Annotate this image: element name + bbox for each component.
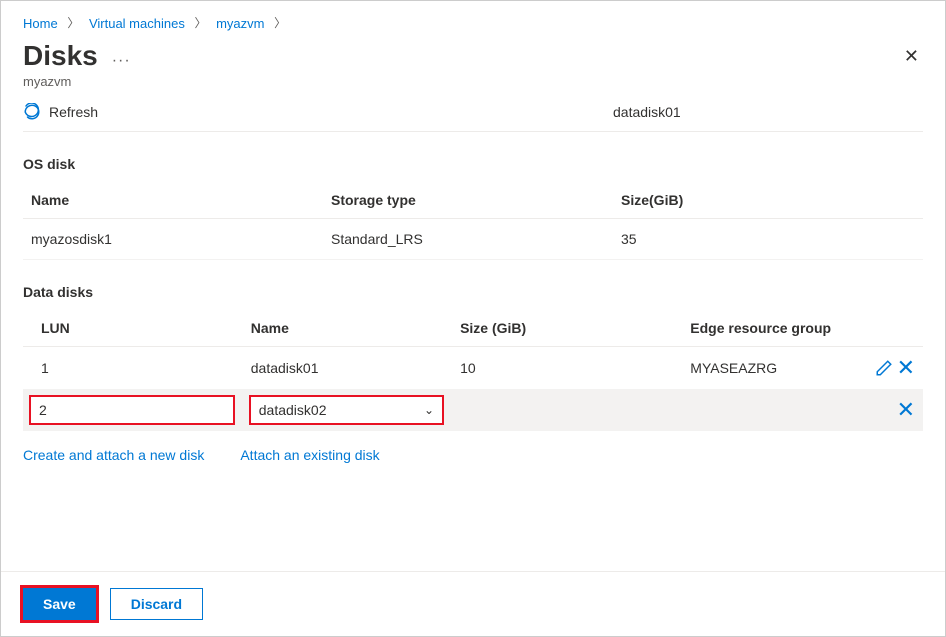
breadcrumb-vm-name[interactable]: myazvm bbox=[216, 16, 264, 31]
chevron-right-icon: 〉 bbox=[194, 14, 206, 31]
os-disk-storage-type: Standard_LRS bbox=[323, 219, 613, 260]
chevron-down-icon: ⌄ bbox=[424, 403, 434, 417]
data-disk-size: 10 bbox=[452, 347, 682, 390]
chevron-right-icon: 〉 bbox=[67, 14, 79, 31]
data-disk-size-new bbox=[452, 389, 682, 431]
col-size: Size(GiB) bbox=[613, 182, 923, 219]
col-storage-type: Storage type bbox=[323, 182, 613, 219]
refresh-label: Refresh bbox=[49, 104, 98, 120]
col-name: Name bbox=[23, 182, 323, 219]
data-disk-row-new[interactable]: 2 datadisk02 ⌄ ✕ bbox=[23, 389, 923, 431]
col-erg: Edge resource group bbox=[682, 310, 849, 347]
data-disks-table: LUN Name Size (GiB) Edge resource group … bbox=[23, 310, 923, 431]
context-disk-label: datadisk01 bbox=[613, 104, 681, 120]
data-disk-erg: MYASEAZRG bbox=[682, 347, 849, 390]
page-subtitle: myazvm bbox=[23, 74, 923, 89]
os-disk-table: Name Storage type Size(GiB) myazosdisk1 … bbox=[23, 182, 923, 260]
breadcrumb-vms[interactable]: Virtual machines bbox=[89, 16, 185, 31]
save-button[interactable]: Save bbox=[23, 588, 96, 620]
os-disk-name: myazosdisk1 bbox=[23, 219, 323, 260]
data-disk-erg-new bbox=[682, 389, 849, 431]
edit-icon[interactable] bbox=[875, 359, 893, 377]
more-actions-icon[interactable]: ··· bbox=[112, 52, 131, 70]
disk-name-dropdown[interactable]: datadisk02 ⌄ bbox=[249, 395, 444, 425]
lun-input-value: 2 bbox=[39, 402, 47, 418]
disk-name-value: datadisk02 bbox=[259, 402, 327, 418]
breadcrumb: Home 〉 Virtual machines 〉 myazvm 〉 bbox=[23, 11, 923, 40]
data-disk-row[interactable]: 1 datadisk01 10 MYASEAZRG ✕ bbox=[23, 347, 923, 390]
col-lun: LUN bbox=[23, 310, 243, 347]
delete-icon[interactable]: ✕ bbox=[897, 357, 915, 379]
breadcrumb-home[interactable]: Home bbox=[23, 16, 58, 31]
footer-bar: Save Discard bbox=[1, 571, 945, 636]
page-title: Disks bbox=[23, 40, 98, 72]
col-size: Size (GiB) bbox=[452, 310, 682, 347]
lun-input[interactable]: 2 bbox=[29, 395, 235, 425]
data-disk-name: datadisk01 bbox=[243, 347, 452, 390]
create-attach-link[interactable]: Create and attach a new disk bbox=[23, 447, 204, 463]
refresh-button[interactable]: Refresh bbox=[23, 103, 98, 121]
close-icon[interactable]: ✕ bbox=[900, 42, 923, 71]
refresh-icon bbox=[23, 103, 41, 121]
os-disk-row[interactable]: myazosdisk1 Standard_LRS 35 bbox=[23, 219, 923, 260]
os-disk-section-title: OS disk bbox=[23, 156, 923, 172]
col-name: Name bbox=[243, 310, 452, 347]
os-disk-size: 35 bbox=[613, 219, 923, 260]
data-disks-section-title: Data disks bbox=[23, 284, 923, 300]
data-disk-lun: 1 bbox=[23, 347, 243, 390]
chevron-right-icon: 〉 bbox=[274, 14, 286, 31]
discard-button[interactable]: Discard bbox=[110, 588, 203, 620]
attach-existing-link[interactable]: Attach an existing disk bbox=[240, 447, 379, 463]
delete-icon[interactable]: ✕ bbox=[897, 399, 915, 421]
